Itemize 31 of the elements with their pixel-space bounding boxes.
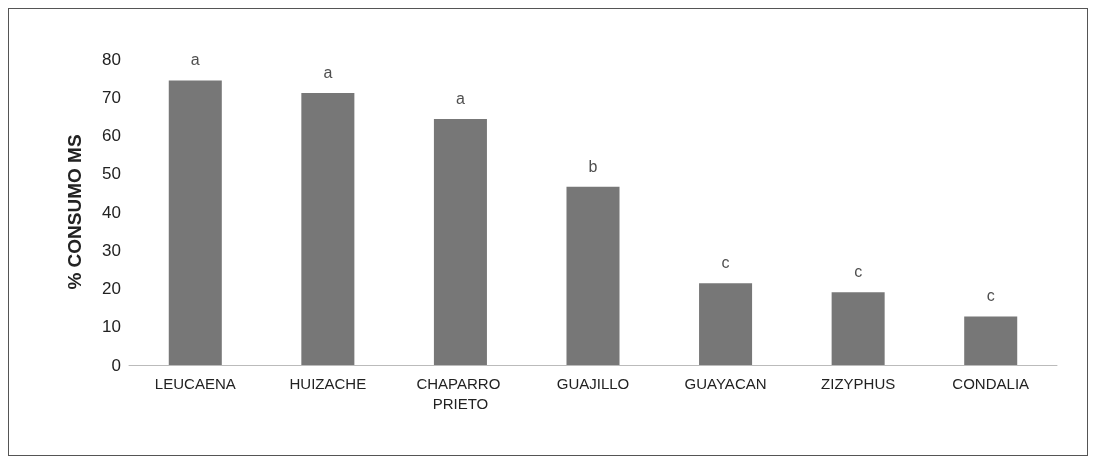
- annotation: c: [986, 287, 995, 305]
- y-tick-label: 80: [102, 49, 121, 69]
- y-tick-label: 40: [102, 202, 121, 222]
- y-tick-label: 30: [102, 240, 121, 260]
- bar: [964, 316, 1018, 365]
- y-tick-label: 60: [102, 126, 121, 145]
- annotation: a: [190, 51, 200, 69]
- x-tick-label: LEUCAENA: [154, 374, 236, 392]
- y-tick-label: 0: [111, 355, 121, 375]
- y-tick-label: 20: [102, 279, 121, 298]
- x-tick-label: ZIZYPHUS: [821, 374, 896, 392]
- y-tick-label: 10: [102, 317, 121, 337]
- bar: [433, 119, 487, 365]
- annotation: c: [721, 254, 730, 272]
- bar: [168, 80, 222, 365]
- y-axis-title: % CONSUMO MS: [64, 134, 85, 290]
- y-tick-label: 50: [102, 164, 121, 184]
- annotation: a: [455, 90, 465, 108]
- x-tick-label: CHAPARRO PRIETO: [416, 374, 505, 412]
- y-tick-label: 70: [102, 87, 121, 107]
- x-tick-label: CONDALIA: [952, 374, 1030, 392]
- x-tick-label: HUIZACHE: [289, 374, 367, 392]
- bar: [831, 292, 885, 365]
- annotation: a: [323, 64, 333, 82]
- annotation: c: [854, 263, 863, 281]
- x-tick-label: GUAJILLO: [556, 374, 630, 392]
- bar: [301, 93, 355, 365]
- bar: [566, 186, 620, 365]
- annotation: b: [588, 157, 598, 175]
- bar: [699, 283, 753, 365]
- x-tick-label: GUAYACAN: [684, 374, 767, 392]
